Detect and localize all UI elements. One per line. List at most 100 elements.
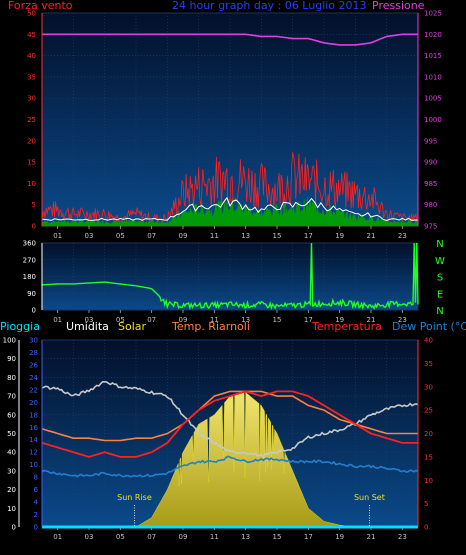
direction-compass-label: W: [435, 256, 445, 267]
pressure-axis-tick-label: 990: [424, 159, 437, 167]
temperature-axis-tick-label: 5: [424, 500, 428, 508]
pressure-series: [42, 33, 418, 46]
humidity-axis-tick-label: 70: [7, 393, 16, 401]
rain-axis-tick-label: 30: [29, 337, 38, 345]
rain-axis-tick-label: 16: [29, 424, 38, 432]
rain-axis-tick-label: 2: [34, 511, 38, 519]
temperature-axis-tick-label: 20: [424, 430, 433, 438]
rain-axis-tick-label: 0: [34, 524, 38, 532]
temperature-panel-x-tick-label: 23: [398, 533, 407, 541]
wind-axis-tick-label: 5: [32, 201, 36, 209]
temperature-axis-tick-label: 0: [424, 524, 428, 532]
wind-axis-tick-label: 35: [27, 73, 36, 81]
direction-panel-x-tick-label: 13: [241, 316, 250, 324]
sunset-label: Sun Set: [354, 493, 385, 502]
pressure-axis-tick-label: 1025: [424, 10, 442, 18]
wind-panel-x-tick-label: 23: [398, 232, 407, 240]
direction-panel-x-tick-label: 03: [85, 316, 94, 324]
temperature-axis-tick-label: 25: [424, 407, 433, 415]
wind-gust-series: [41, 152, 419, 227]
direction-compass-label: N: [436, 306, 443, 317]
temperature-axis-tick-label: 40: [424, 337, 433, 345]
temperature-panel-x-tick-label: 01: [53, 533, 62, 541]
legend-feels-like: Temp. Riarnoli: [172, 320, 250, 333]
legend-rain: Pioggia: [0, 320, 40, 333]
rain-axis-tick-label: 18: [29, 411, 38, 419]
temperature-panel-x-tick-label: 13: [241, 533, 250, 541]
wind-axis-tick-label: 40: [27, 52, 36, 60]
temperature-panel-x-tick-label: 09: [179, 533, 188, 541]
wind-panel-x-tick-label: 19: [335, 232, 344, 240]
sunrise-label: Sun Rise: [117, 493, 152, 502]
wind-axis-tick-label: 25: [27, 116, 36, 124]
direction-panel-x-tick-label: 09: [179, 316, 188, 324]
rain-axis-tick-label: 8: [34, 474, 38, 482]
direction-axis-tick-label: 90: [27, 290, 36, 298]
pressure-axis-tick-label: 980: [424, 201, 437, 209]
direction-panel-x-tick-label: 01: [53, 316, 62, 324]
rain-axis-tick-label: 22: [29, 386, 38, 394]
temperature-axis-tick-label: 10: [424, 477, 433, 485]
rain-axis-tick-label: 6: [34, 486, 39, 494]
pressure-axis-tick-label: 975: [424, 223, 437, 231]
humidity-axis-tick-label: 90: [7, 355, 16, 363]
pressure-axis-tick-label: 1005: [424, 95, 442, 103]
pressure-axis-tick-label: 985: [424, 180, 437, 188]
direction-compass-label: E: [437, 289, 443, 300]
temperature-panel-x-tick-label: 15: [273, 533, 282, 541]
wind-panel-x-tick-label: 01: [53, 232, 62, 240]
wind-panel-x-tick-label: 05: [116, 232, 125, 240]
temperature-panel-x-tick-label: 17: [304, 533, 313, 541]
direction-compass-label: S: [437, 273, 443, 284]
temperature-panel-x-tick-label: 11: [210, 533, 219, 541]
wind-axis-tick-label: 50: [27, 10, 36, 18]
wind-force-label: Forza vento: [8, 0, 73, 12]
legend-humidity: Umidita: [66, 320, 109, 333]
rain-axis-tick-label: 26: [29, 361, 38, 369]
direction-panel-x-tick-label: 23: [398, 316, 407, 324]
rain-axis-tick-label: 20: [29, 399, 38, 407]
humidity-axis-tick-label: 100: [3, 337, 16, 345]
wind-panel-x-tick-label: 11: [210, 232, 219, 240]
rain-axis-tick-label: 24: [29, 374, 38, 382]
temperature-panel-x-tick-label: 05: [116, 533, 125, 541]
wind-axis-tick-label: 0: [32, 223, 36, 231]
wind-panel-x-tick-label: 15: [273, 232, 282, 240]
wind-axis-tick-label: 20: [27, 137, 36, 145]
humidity-axis-tick-label: 10: [7, 505, 16, 513]
temperature-axis-tick-label: 30: [424, 383, 433, 391]
temperature-panel-x-tick-label: 21: [367, 533, 376, 541]
humidity-axis-tick-label: 20: [7, 486, 16, 494]
wind-axis-tick-label: 45: [27, 31, 36, 39]
wind-panel-x-tick-label: 13: [241, 232, 250, 240]
temperature-panel-x-tick-label: 19: [335, 533, 344, 541]
wind-panel-x-tick-label: 21: [367, 232, 376, 240]
direction-axis-tick-label: 360: [23, 240, 36, 248]
temperature-series: [41, 390, 418, 458]
rain-axis-tick-label: 28: [29, 349, 38, 357]
direction-axis-tick-label: 180: [23, 273, 36, 281]
rain-axis-tick-label: 4: [34, 499, 39, 507]
temperature-axis-tick-label: 15: [424, 453, 433, 461]
wind-panel-x-tick-label: 03: [85, 232, 94, 240]
temperature-panel-x-tick-label: 07: [147, 533, 156, 541]
rain-axis-tick-label: 12: [29, 449, 38, 457]
direction-panel-x-tick-label: 21: [367, 316, 376, 324]
pressure-label: Pressione: [372, 0, 425, 12]
wind-axis-tick-label: 10: [27, 180, 36, 188]
direction-panel-x-tick-label: 17: [304, 316, 313, 324]
wind-axis-tick-label: 15: [27, 159, 36, 167]
humidity-axis-tick-label: 30: [7, 467, 16, 475]
direction-panel-x-tick-label: 11: [210, 316, 219, 324]
direction-panel-x-tick-label: 15: [273, 316, 282, 324]
rain-axis-tick-label: 10: [29, 461, 38, 469]
pressure-axis-tick-label: 1000: [424, 116, 442, 124]
humidity-axis-tick-label: 50: [7, 430, 16, 438]
wind-average-line: [41, 196, 419, 222]
wind-panel-x-tick-label: 07: [147, 232, 156, 240]
wind-panel-x-tick-label: 17: [304, 232, 313, 240]
wind-average-area: [41, 196, 419, 227]
wind-direction-series: [41, 242, 419, 311]
pressure-axis-tick-label: 1015: [424, 52, 442, 60]
